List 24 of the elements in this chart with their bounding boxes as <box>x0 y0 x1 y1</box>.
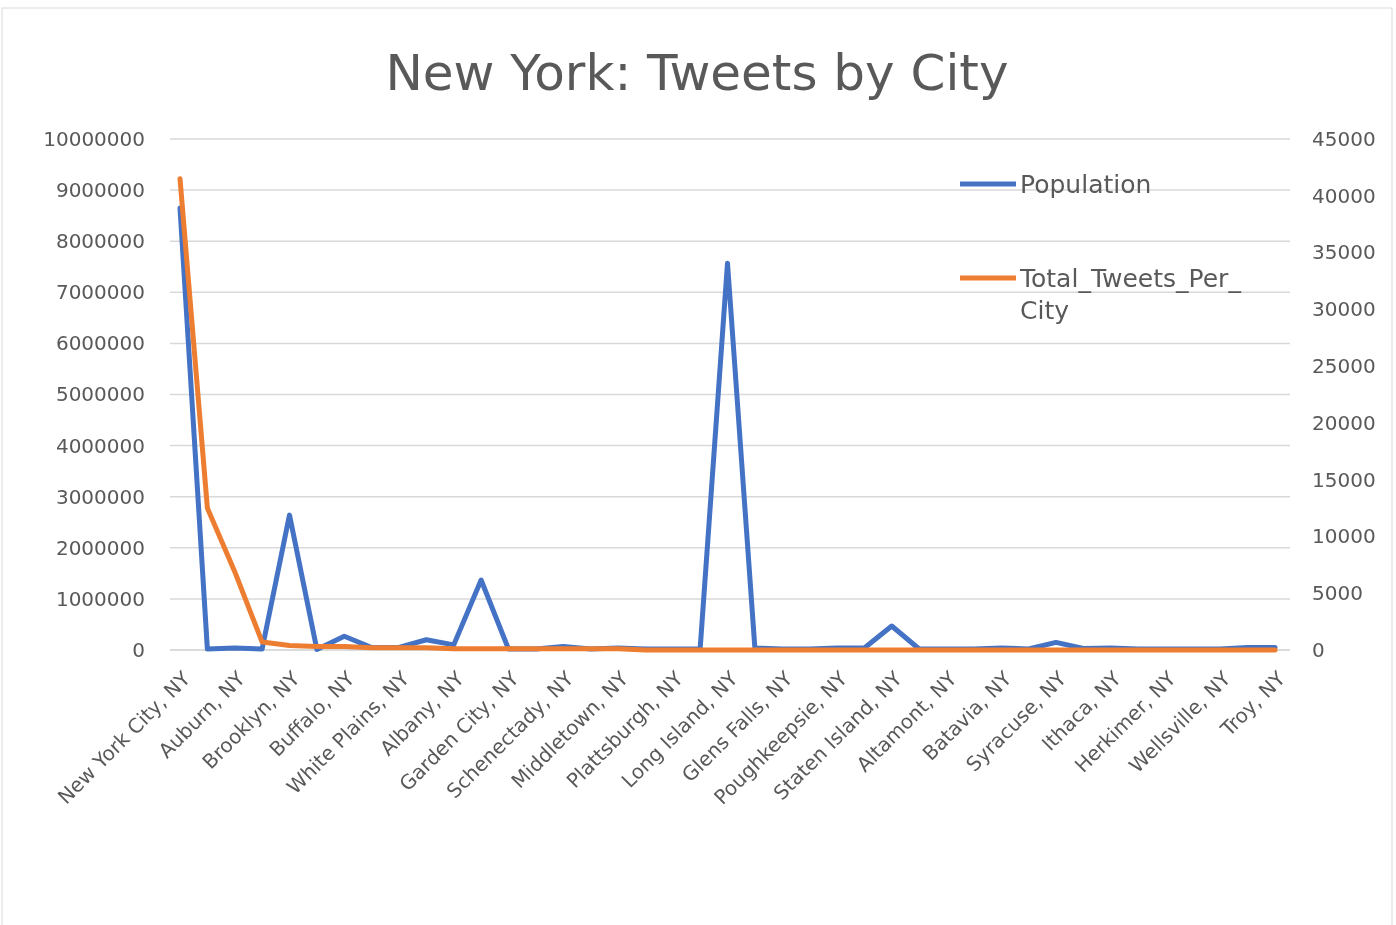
y2-tick-label: 20000 <box>1312 410 1376 435</box>
y2-tick-label: 45000 <box>1312 126 1376 151</box>
y-tick-label: 5000000 <box>55 382 145 407</box>
chart-title: New York: Tweets by City <box>385 44 1009 102</box>
legend-label: Population <box>1020 169 1152 199</box>
y-tick-label: 2000000 <box>55 535 145 560</box>
y2-tick-label: 30000 <box>1312 297 1376 322</box>
y-tick-label: 4000000 <box>55 433 145 458</box>
y-tick-label: 6000000 <box>55 331 145 356</box>
y2-tick-label: 5000 <box>1312 581 1363 606</box>
y-tick-label: 9000000 <box>55 178 145 202</box>
y-tick-label: 1000000 <box>55 586 145 611</box>
legend-label: Total_Tweets_Per_City <box>1019 263 1242 326</box>
y-tick-label: 10000000 <box>43 126 145 151</box>
y2-tick-label: 10000 <box>1312 524 1376 549</box>
y-tick-label: 3000000 <box>55 484 145 509</box>
y-tick-label: 7000000 <box>55 280 145 305</box>
y-tick-label: 8000000 <box>55 229 145 254</box>
y2-tick-label: 0 <box>1312 637 1325 662</box>
y2-tick-label: 35000 <box>1312 240 1376 265</box>
y-tick-label: 0 <box>132 637 145 662</box>
y2-tick-label: 40000 <box>1312 183 1376 208</box>
y2-tick-label: 25000 <box>1312 354 1376 379</box>
y2-tick-label: 15000 <box>1312 467 1376 492</box>
